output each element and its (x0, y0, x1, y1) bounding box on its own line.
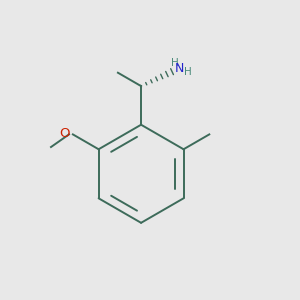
Text: H: H (171, 58, 179, 68)
Text: H: H (184, 67, 192, 77)
Text: N: N (175, 62, 184, 75)
Text: O: O (59, 127, 69, 140)
